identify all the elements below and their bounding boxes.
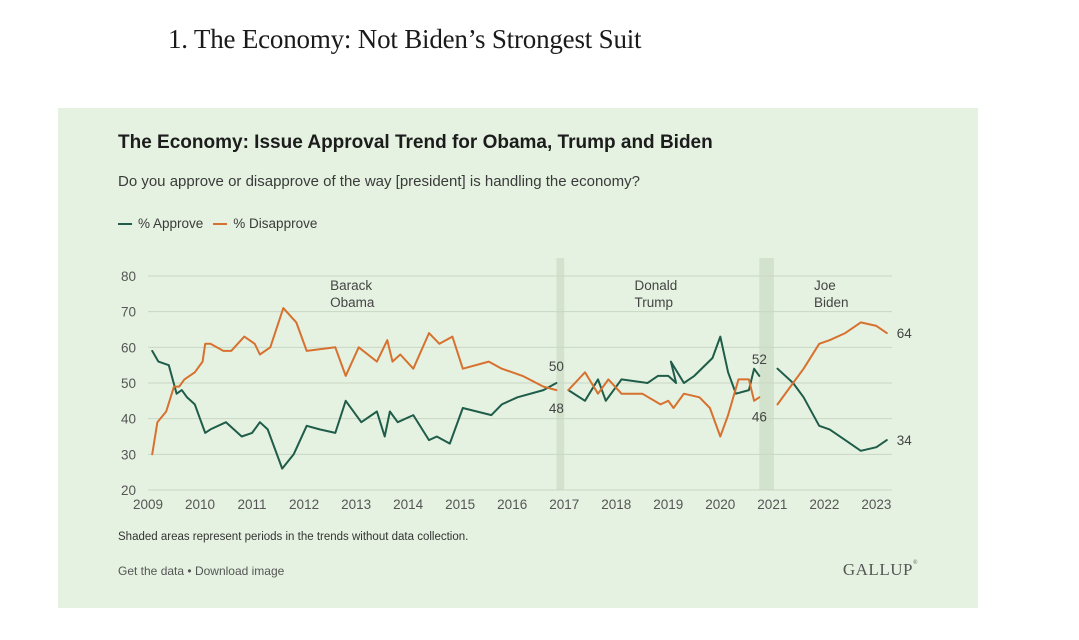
- x-tick-label-2020: 2020: [705, 497, 735, 512]
- legend-label-disapprove: % Disapprove: [233, 216, 318, 231]
- era-label-0-0: Barack: [330, 278, 372, 293]
- chart-card: The Economy: Issue Approval Trend for Ob…: [58, 108, 978, 608]
- x-tick-label-2022: 2022: [809, 497, 839, 512]
- chart-footnote: Shaded areas represent periods in the tr…: [118, 531, 469, 543]
- x-tick-label-2012: 2012: [289, 497, 319, 512]
- shaded-period-0: [556, 258, 565, 490]
- end-label-disapprove-1: 46: [752, 409, 767, 424]
- get-data-link[interactable]: Get the data: [118, 564, 185, 578]
- series-line-approve-0: [151, 349, 558, 470]
- y-tick-label-80: 80: [121, 269, 136, 284]
- y-tick-label-30: 30: [121, 447, 136, 462]
- chart-title: The Economy: Issue Approval Trend for Ob…: [118, 132, 713, 153]
- legend-swatch-disapprove: [213, 222, 228, 225]
- y-tick-label-20: 20: [121, 483, 136, 498]
- x-tick-label-2015: 2015: [445, 497, 475, 512]
- chart-links: Get the data • Download image: [118, 564, 284, 578]
- legend-item-disapprove: % Disapprove: [213, 216, 317, 231]
- x-tick-label-2023: 2023: [861, 497, 891, 512]
- download-image-link[interactable]: Download image: [194, 564, 285, 578]
- shaded-period-1: [759, 258, 774, 490]
- series-line-approve-1: [567, 335, 761, 402]
- y-tick-label-50: 50: [121, 376, 136, 391]
- gallup-logo-mark: ®: [912, 560, 918, 566]
- end-label-disapprove-0: 48: [549, 401, 564, 416]
- x-tick-label-2011: 2011: [238, 497, 267, 512]
- end-label-approve-1: 52: [752, 352, 767, 367]
- chart-subtitle: Do you approve or disapprove of the way …: [118, 173, 640, 190]
- link-separator: •: [187, 564, 192, 578]
- y-tick-label-60: 60: [121, 340, 136, 355]
- era-label-0-1: Obama: [330, 295, 375, 310]
- x-tick-label-2019: 2019: [653, 497, 683, 512]
- series-line-disapprove-0: [151, 307, 558, 456]
- article-heading: 1. The Economy: Not Biden’s Strongest Su…: [168, 24, 642, 54]
- series-line-approve-2: [776, 367, 888, 452]
- era-label-1-1: Trump: [634, 295, 673, 310]
- gallup-logo: GALLUP®: [843, 560, 918, 580]
- x-tick-label-2021: 2021: [757, 497, 787, 512]
- era-label-2-0: Joe: [814, 278, 836, 293]
- x-tick-label-2018: 2018: [601, 497, 631, 512]
- end-label-approve-0: 50: [549, 359, 564, 374]
- series-line-disapprove-1: [567, 371, 761, 438]
- approval-trend-chart: 20 30 40 50 60 70 80 2009 2010 2011 2012 2013 2014 20…: [121, 258, 913, 512]
- y-tick-label-40: 40: [121, 412, 136, 427]
- end-label-disapprove-2: 64: [897, 326, 913, 341]
- era-label-2-1: Biden: [814, 295, 849, 310]
- x-tick-label-2014: 2014: [393, 497, 424, 512]
- y-tick-label-70: 70: [121, 305, 136, 320]
- x-tick-label-2013: 2013: [341, 497, 371, 512]
- legend-swatch-approve: [118, 222, 132, 225]
- era-label-1-0: Donald: [634, 278, 677, 293]
- legend-label-approve: % Approve: [138, 216, 204, 231]
- end-label-approve-2: 34: [897, 433, 913, 448]
- x-tick-label-2016: 2016: [497, 497, 527, 512]
- x-tick-label-2009: 2009: [133, 497, 163, 512]
- gallup-logo-text: GALLUP: [842, 560, 913, 579]
- chart-legend: % Approve % Disapprove: [118, 216, 317, 231]
- x-tick-label-2017: 2017: [549, 497, 579, 512]
- legend-item-approve: % Approve: [118, 216, 203, 231]
- series-line-disapprove-2: [776, 321, 888, 406]
- x-tick-label-2010: 2010: [185, 497, 215, 512]
